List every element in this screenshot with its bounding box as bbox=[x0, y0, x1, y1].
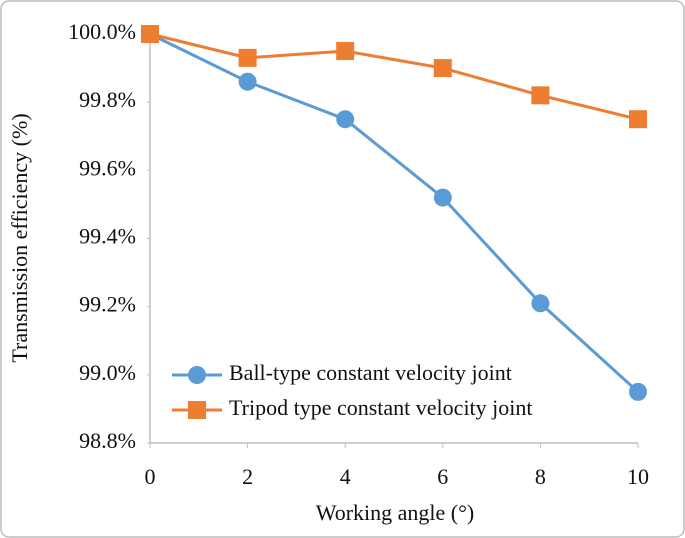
legend-label: Tripod type constant velocity joint bbox=[229, 395, 533, 420]
y-tick-label: 100.0% bbox=[68, 19, 136, 44]
y-tick-label: 99.2% bbox=[79, 292, 136, 317]
marker bbox=[629, 110, 647, 129]
y-tick-label: 98.8% bbox=[79, 428, 136, 453]
series-line bbox=[149, 32, 640, 393]
x-tick-label: 6 bbox=[437, 464, 448, 489]
x-tick-label: 8 bbox=[535, 464, 546, 489]
y-tick-label: 99.0% bbox=[79, 360, 136, 385]
x-axis-label: Working angle (°) bbox=[316, 500, 475, 525]
marker bbox=[188, 401, 206, 419]
marker bbox=[629, 382, 647, 401]
marker bbox=[238, 48, 257, 67]
y-tick-label: 99.4% bbox=[79, 224, 136, 249]
legend-label: Ball-type constant velocity joint bbox=[229, 360, 512, 385]
y-tick-label: 99.8% bbox=[79, 87, 136, 112]
marker bbox=[238, 72, 257, 91]
marker bbox=[433, 59, 452, 78]
marker bbox=[531, 86, 550, 105]
x-tick-label: 0 bbox=[145, 464, 156, 489]
series-line bbox=[149, 32, 639, 121]
y-axis-label: Transmission efficiency (%) bbox=[7, 113, 32, 362]
x-tick-label: 2 bbox=[242, 464, 253, 489]
x-tick-label: 10 bbox=[627, 464, 649, 489]
marker bbox=[336, 110, 355, 129]
marker bbox=[188, 366, 206, 384]
marker bbox=[433, 188, 452, 207]
marker bbox=[531, 294, 550, 313]
marker bbox=[141, 25, 159, 43]
marker bbox=[336, 42, 355, 61]
y-tick-label: 99.6% bbox=[79, 155, 136, 180]
x-tick-label: 4 bbox=[340, 464, 351, 489]
